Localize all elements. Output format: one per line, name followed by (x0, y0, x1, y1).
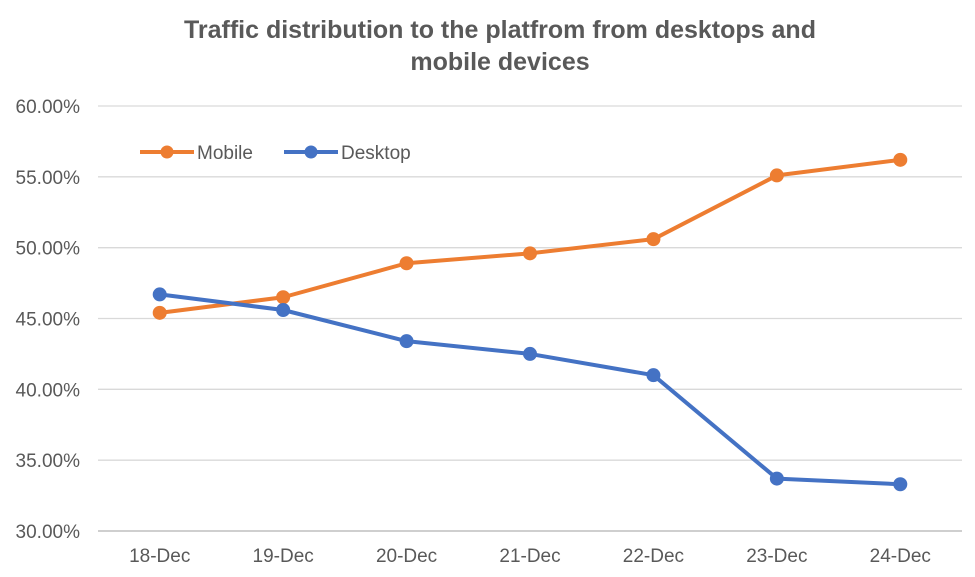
x-tick-label: 18-Dec (129, 546, 190, 567)
legend: Mobile Desktop (140, 143, 411, 164)
mobile-data-point (152, 305, 167, 320)
desktop-data-point (276, 303, 291, 317)
mobile-data-point (523, 246, 537, 261)
desktop-data-point (523, 346, 537, 361)
x-axis-ticks: 18-Dec 19-Dec 20-Dec 21-Dec 22-Dec 23-Dec 24-D… (129, 546, 931, 567)
desktop-data-point (399, 334, 414, 349)
gridlines (98, 105, 962, 532)
mobile-data-point (276, 290, 291, 305)
y-tick-label: 55.00% (16, 168, 81, 189)
desktop-legend-label: Desktop (341, 143, 411, 164)
mobile-legend-marker (160, 145, 174, 159)
chart-title: Traffic distribution to the platfrom fro… (80, 14, 920, 78)
mobile-data-point (893, 152, 908, 167)
y-tick-label: 40.00% (16, 380, 81, 401)
x-tick-label: 21-Dec (499, 546, 560, 567)
mobile-data-point (769, 168, 784, 183)
desktop-legend-marker (304, 145, 318, 159)
y-tick-label: 35.00% (16, 451, 81, 472)
x-tick-label: 24-Dec (870, 546, 931, 567)
mobile-data-point (399, 256, 414, 271)
y-tick-label: 60.00% (16, 97, 81, 118)
y-tick-label: 30.00% (16, 522, 81, 543)
chart-title-line-2: mobile devices (410, 48, 590, 76)
y-tick-label: 45.00% (16, 310, 81, 331)
desktop-data-point (646, 368, 661, 383)
desktop-data-point (893, 477, 908, 492)
series-lines (152, 152, 908, 492)
desktop-data-point (769, 471, 784, 486)
y-axis-ticks: 30.00% 35.00% 40.00% 45.00% 50.00% 55.00% 60.0… (16, 97, 81, 543)
x-tick-label: 19-Dec (253, 546, 314, 567)
chart-title-line-1: Traffic distribution to the platfrom fro… (184, 16, 816, 44)
x-tick-label: 20-Dec (376, 546, 437, 567)
x-tick-label: 23-Dec (746, 546, 807, 567)
x-tick-label: 22-Dec (623, 546, 684, 567)
y-tick-label: 50.00% (16, 239, 81, 260)
mobile-series-line (159, 157, 901, 315)
mobile-data-point (646, 232, 661, 247)
desktop-data-point (152, 287, 167, 302)
mobile-legend-label: Mobile (197, 143, 253, 164)
